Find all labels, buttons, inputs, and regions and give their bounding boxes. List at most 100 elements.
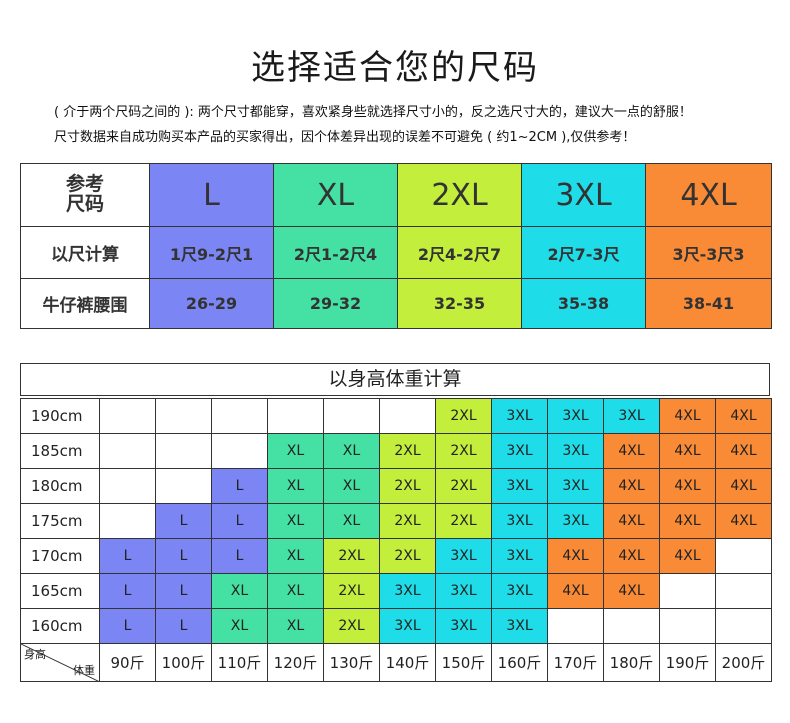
row-label-chi: 以尺计算 [20,226,150,279]
corner-weight-label: 体重 [73,664,95,677]
weight-label: 180斤 [603,643,660,682]
size-name-3xl: 3XL [521,163,646,227]
height-label: 180cm [20,468,100,504]
size-waist-3xl: 35-38 [521,278,646,329]
size-cell [99,503,156,539]
weight-label: 120斤 [267,643,324,682]
size-cell: L [211,468,268,504]
size-cell: 4XL [603,503,660,539]
size-cell: L [155,573,212,609]
size-cell: 3XL [603,398,660,434]
size-cell: 3XL [491,573,548,609]
weight-label: 160斤 [491,643,548,682]
size-cell: 4XL [659,538,716,574]
size-cell: 2XL [435,398,492,434]
size-cell: 3XL [379,608,436,644]
size-cell: XL [211,608,268,644]
size-cell: 3XL [547,503,604,539]
page-title: 选择适合您的尺码 [251,48,539,88]
size-cell [155,433,212,469]
size-cell [323,398,380,434]
size-waist-2xl: 32-35 [397,278,522,329]
size-cell: 3XL [491,538,548,574]
size-cell: 4XL [715,398,772,434]
weight-label: 90斤 [99,643,156,682]
weight-label: 170斤 [547,643,604,682]
size-cell: 2XL [435,433,492,469]
size-cell [99,468,156,504]
size-cell: 4XL [603,433,660,469]
size-chi-4xl: 3尺-3尺3 [645,226,772,279]
size-name-xl: XL [273,163,398,227]
weight-label: 200斤 [715,643,772,682]
size-cell: 4XL [659,433,716,469]
weight-label: 150斤 [435,643,492,682]
size-cell: 2XL [323,538,380,574]
weight-label: 190斤 [659,643,716,682]
height-weight-grid-title: 以身高体重计算 [20,363,770,396]
size-cell: L [155,503,212,539]
size-cell [715,573,772,609]
size-cell [715,538,772,574]
size-cell: 3XL [491,398,548,434]
size-cell [267,398,324,434]
corner-diagonal-line [21,644,99,681]
size-cell: L [155,538,212,574]
height-weight-corner: 身高 体重 [20,643,100,682]
size-chi-l: 1尺9-2尺1 [149,226,274,279]
size-cell: 3XL [547,468,604,504]
height-weight-size-grid: 190cm 2XL 3XL 3XL 3XL 4XL 4XL 185cm XL XL 2XL 2XL 3X… [20,398,772,682]
size-cell: 3XL [491,468,548,504]
size-cell: L [99,573,156,609]
size-cell [603,608,660,644]
size-cell: 3XL [435,538,492,574]
size-cell: XL [323,433,380,469]
size-cell: L [99,538,156,574]
size-cell: XL [267,433,324,469]
size-waist-xl: 29-32 [273,278,398,329]
size-cell: L [211,538,268,574]
height-label: 170cm [20,538,100,574]
size-cell: L [155,608,212,644]
size-cell: 3XL [435,573,492,609]
size-cell: XL [267,503,324,539]
height-label: 160cm [20,608,100,644]
size-cell: 4XL [715,503,772,539]
size-cell: 4XL [659,398,716,434]
size-cell: 3XL [491,433,548,469]
row-label-waist: 牛仔裤腰围 [20,278,150,329]
size-cell: 4XL [547,573,604,609]
weight-label: 130斤 [323,643,380,682]
size-cell: 4XL [547,538,604,574]
size-cell: 2XL [379,503,436,539]
size-cell: 4XL [715,433,772,469]
size-cell: XL [267,538,324,574]
size-note-1: ( 介于两个尺码之间的 ): 两个尺寸都能穿，喜欢紧身些就选择尺寸小的，反之选尺… [54,105,692,120]
height-label: 165cm [20,573,100,609]
size-cell: XL [323,503,380,539]
size-cell [547,608,604,644]
size-cell: 3XL [491,608,548,644]
size-cell: XL [267,468,324,504]
size-waist-l: 26-29 [149,278,274,329]
size-cell: XL [323,468,380,504]
size-cell: 4XL [659,503,716,539]
size-cell [155,468,212,504]
size-cell: 2XL [379,468,436,504]
size-cell: 3XL [435,608,492,644]
size-cell [715,608,772,644]
size-cell: 3XL [379,573,436,609]
size-cell: 2XL [323,608,380,644]
weight-label: 100斤 [155,643,212,682]
size-chi-2xl: 2尺4-2尺7 [397,226,522,279]
size-chi-3xl: 2尺7-3尺 [521,226,646,279]
size-cell: XL [267,608,324,644]
height-label: 185cm [20,433,100,469]
size-cell: 2XL [379,538,436,574]
size-cell: 2XL [435,468,492,504]
size-cell [659,608,716,644]
size-header-cell: 参考 尺码 [20,163,150,227]
size-cell: L [211,503,268,539]
size-cell: L [99,608,156,644]
size-cell: XL [267,573,324,609]
